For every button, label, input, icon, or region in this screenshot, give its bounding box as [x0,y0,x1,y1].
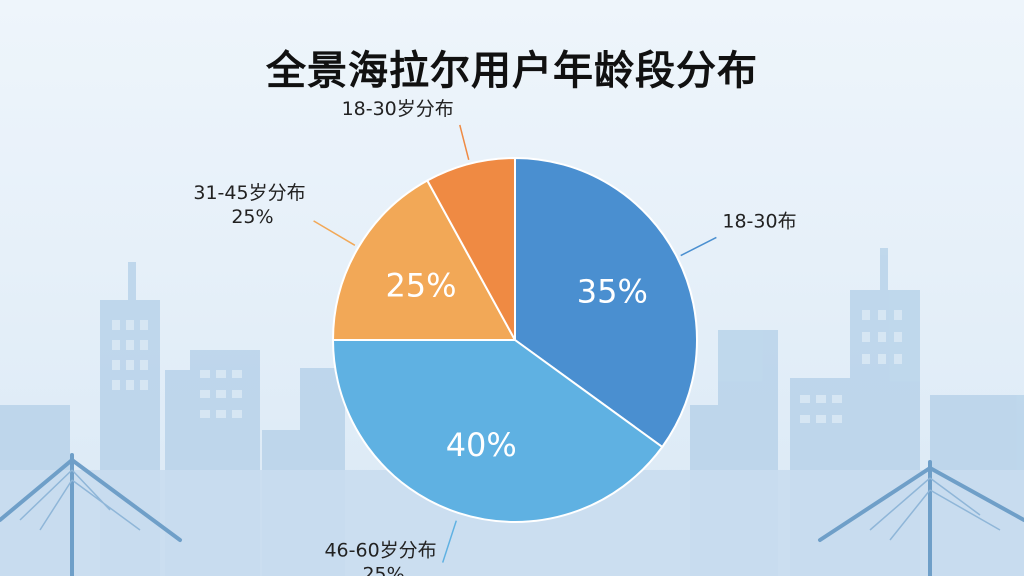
pie-slice-3 [331,179,517,341]
slice-outer-label-1: 18-30布 [722,210,796,232]
pie-slices [331,156,698,523]
pie-slice-4 [425,156,516,341]
leader-line-3 [313,220,356,246]
slice-outer-label-line: 25% [231,206,273,228]
slice-percent-label-1: 35% [577,272,648,310]
chart-title: 全景海拉尔用户年龄段分布 [266,48,758,94]
leader-line-4 [459,124,470,161]
slice-outer-label-line: 46-60岁分布 [324,540,436,562]
leader-line-1 [680,236,717,257]
slice-percent-label-2: 40% [446,426,517,464]
slice-outer-label-line: 18-30布 [722,210,796,232]
pie-slice-2 [331,339,664,523]
slice-outer-label-4: 18-30岁分布 [342,98,454,120]
slice-outer-label-line: 18-30岁分布 [342,98,454,120]
slice-outer-label-2: 46-60岁分布 25% [324,540,436,576]
leader-line-2 [441,520,458,563]
pie-slice-1 [514,156,698,449]
slice-percent-label-3: 25% [385,266,456,304]
slice-outer-label-3: 31-45岁分布 25% [193,182,305,228]
slice-outer-label-line: 31-45岁分布 [193,182,305,204]
slice-outer-label-line: 25% [362,564,404,576]
